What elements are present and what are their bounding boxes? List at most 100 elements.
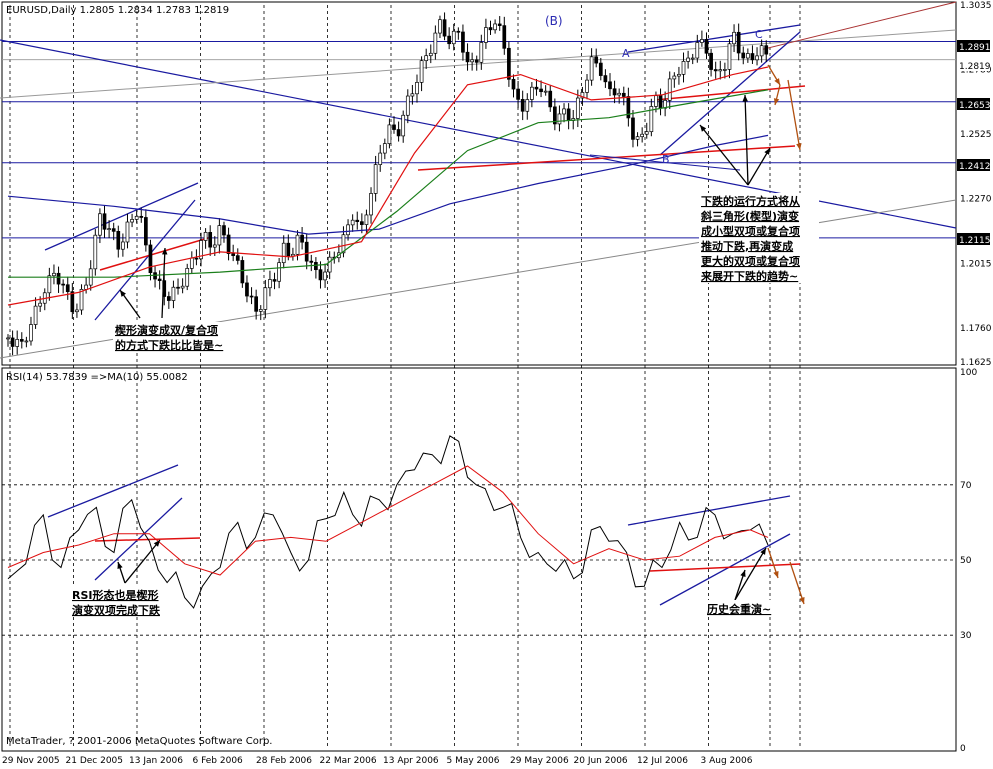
candle-body <box>19 339 24 342</box>
candle-body <box>484 27 488 43</box>
x-tick-label: 13 Jan 2006 <box>129 756 183 765</box>
hline-label-2: 1.2653 <box>957 98 991 111</box>
proj-rsi-2-head <box>799 597 805 604</box>
price-note-2: 楔形演变成双/复合项 的方式下跌比比皆是~ <box>115 323 223 352</box>
proj-price-3-head <box>796 143 802 150</box>
rsi-arrow-3-head <box>740 570 746 577</box>
candle-body <box>65 284 70 293</box>
candle-body <box>130 219 134 223</box>
proj-price-2-head <box>773 98 780 105</box>
candle-body <box>304 241 309 262</box>
candle-body <box>180 285 185 289</box>
svg-text:1.2412: 1.2412 <box>959 162 991 172</box>
rsi-arrow-4-head <box>760 548 766 555</box>
candle-body <box>222 225 226 236</box>
x-tick-label: 13 Apr 2006 <box>383 756 439 765</box>
candle-body <box>695 42 700 59</box>
candle-body <box>502 25 507 49</box>
candle-body <box>166 296 171 301</box>
candle-body <box>226 234 231 254</box>
rsi-left-upper <box>47 464 179 518</box>
left-wedge-upper <box>44 182 199 251</box>
candle-body <box>33 305 38 325</box>
candle-body <box>341 234 346 254</box>
candle-body <box>378 152 383 165</box>
rsi-line <box>7 435 769 609</box>
candle-body <box>121 241 125 250</box>
price-note-1-line-1: 下跌的运行方式将从 <box>701 194 800 208</box>
candle-body <box>208 232 213 248</box>
candle-body <box>718 69 723 72</box>
red-mid-line <box>654 85 806 101</box>
candle-body <box>594 56 599 64</box>
rsi-y-tick-label: 0 <box>960 744 966 754</box>
price-note-1-line-2: 斜三角形(楔型)演变 <box>700 209 799 223</box>
candle-body <box>24 340 29 343</box>
ma-green-line <box>8 89 769 278</box>
candle-body <box>419 60 424 83</box>
current-price-marker <box>957 59 990 71</box>
price-header: EURUSD,Daily 1.2805 1.2834 1.2783 1.2819 <box>6 5 229 16</box>
current-price-label: 1.2819 <box>959 62 991 72</box>
candle-body <box>507 47 511 80</box>
candle-body <box>479 42 484 63</box>
price-y-tick-label: 1.3035 <box>960 1 992 11</box>
price-note-2-line-2: 的方式下跌比比皆是~ <box>115 338 223 352</box>
candle-body <box>212 244 217 248</box>
rsi-y-tick-label: 100 <box>960 368 977 378</box>
candle-body <box>562 108 566 115</box>
rsi-note-2-line-1: 历史会重演~ <box>707 602 771 616</box>
candle-body <box>98 213 102 236</box>
candle-body <box>474 59 479 63</box>
price-note-2-line-1: 楔形演变成双/复合项 <box>115 323 218 337</box>
candle-body <box>428 52 433 57</box>
candle-body <box>461 31 465 53</box>
candle-body <box>658 95 663 109</box>
candle-body <box>111 228 116 232</box>
candle-body <box>736 31 741 54</box>
candle-body <box>258 309 263 312</box>
candle-body <box>148 244 153 274</box>
copyright-text: MetaTrader, ? 2001-2006 MetaQuotes Softw… <box>6 736 272 747</box>
price-note-1: 下跌的运行方式将从 斜三角形(楔型)演变 成小型双项或复合项 推动下跌,再演变成… <box>700 194 800 283</box>
candle-body <box>741 52 746 59</box>
hline-label-4: 1.2115 <box>957 233 991 246</box>
candle-body <box>764 45 769 55</box>
price-y-tick-label: 1.1625 <box>960 358 992 368</box>
rsi-right-red <box>649 563 801 572</box>
rsi-header: RSI(14) 53.7839 =>MA(10) 55.0082 <box>6 372 188 383</box>
candle-body <box>346 224 350 236</box>
candle-body <box>723 69 727 71</box>
candle-body <box>29 324 33 342</box>
candle-body <box>686 57 690 62</box>
ma-red-line <box>7 66 769 306</box>
candle-body <box>125 221 130 243</box>
candle-body <box>543 90 548 93</box>
x-tick-label: 12 Jul 2006 <box>637 756 688 765</box>
candle-body <box>185 268 190 287</box>
rsi-lines <box>7 435 769 609</box>
red-long-trendline <box>759 1 957 51</box>
candle-body <box>580 92 585 99</box>
b-connector <box>589 154 741 171</box>
rsi-right-lower <box>659 533 791 606</box>
x-tick-label: 3 Aug 2006 <box>701 756 753 765</box>
candle-body <box>608 81 612 90</box>
candle-body <box>102 213 107 230</box>
price-note-1-line-6: 来展开下跌的趋势~ <box>700 269 798 283</box>
candle-body <box>268 279 272 289</box>
candle-body <box>704 39 709 54</box>
candle-body <box>176 286 180 289</box>
candle-body <box>189 257 194 269</box>
candle-body <box>746 53 750 59</box>
rsi-note-1-line-2: 演变双项完成下跌 <box>72 603 161 617</box>
ma-blue-line <box>7 134 769 235</box>
candle-body <box>6 337 10 340</box>
candle-body <box>75 309 79 313</box>
candle-body <box>755 55 759 61</box>
candle-body <box>194 257 199 260</box>
candle-body <box>392 124 396 130</box>
candle-body <box>15 339 20 347</box>
candle-body <box>672 75 677 80</box>
